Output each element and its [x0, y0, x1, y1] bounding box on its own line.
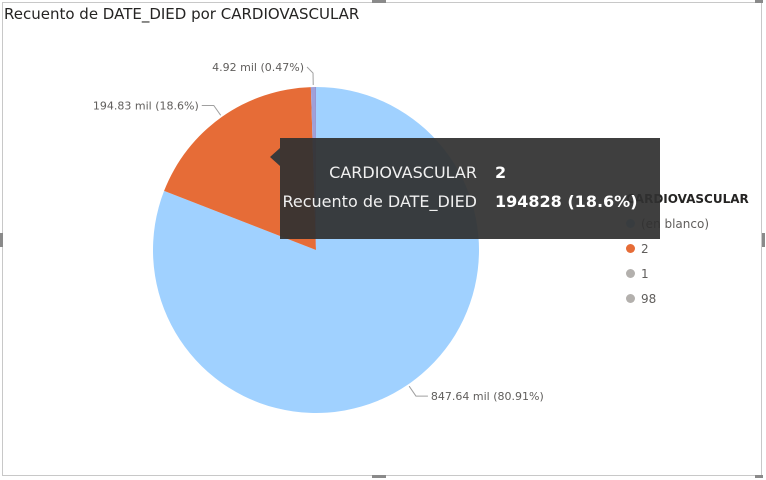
resize-handle-right[interactable]: [762, 233, 765, 247]
tooltip: CARDIOVASCULAR 2 Recuento de DATE_DIED 1…: [280, 138, 660, 239]
legend-item[interactable]: 98: [626, 286, 749, 311]
resize-handle-corner-bottom-right[interactable]: [755, 475, 763, 478]
legend-item[interactable]: 2: [626, 236, 749, 261]
tooltip-value: 2: [495, 163, 507, 182]
legend-marker: [626, 244, 635, 253]
data-label: 194.83 mil (18.6%): [93, 100, 199, 113]
leader-line: [408, 385, 428, 397]
legend-label: 2: [641, 241, 649, 256]
tooltip-arrow: [270, 148, 280, 166]
resize-handle-bottom[interactable]: [372, 475, 386, 478]
resize-handle-top[interactable]: [372, 0, 386, 3]
legend-marker: [626, 294, 635, 303]
legend-label: 1: [641, 266, 649, 281]
data-label: 847.64 mil (80.91%): [431, 390, 544, 403]
tooltip-value: 194828 (18.6%): [495, 192, 638, 211]
resize-handle-left[interactable]: [0, 233, 3, 247]
resize-handle-corner-top-right[interactable]: [755, 0, 763, 3]
leader-line: [201, 105, 222, 116]
leader-line: [306, 66, 314, 86]
pie-slice[interactable]: [164, 87, 316, 250]
tooltip-label: Recuento de DATE_DIED: [282, 192, 478, 211]
chart-title: Recuento de DATE_DIED por CARDIOVASCULAR: [4, 5, 360, 23]
legend-item[interactable]: 1: [626, 261, 749, 286]
data-label: 4.92 mil (0.47%): [212, 61, 304, 74]
legend-label: 98: [641, 291, 657, 306]
legend-marker: [626, 269, 635, 278]
tooltip-label: CARDIOVASCULAR: [329, 163, 477, 182]
